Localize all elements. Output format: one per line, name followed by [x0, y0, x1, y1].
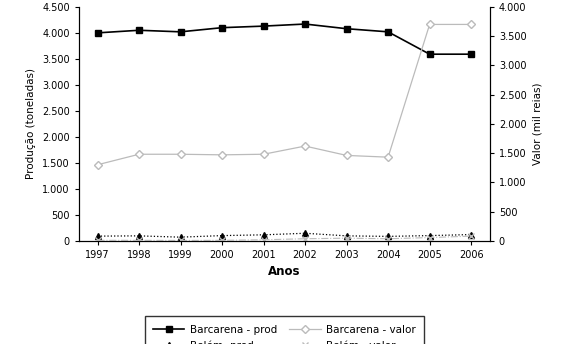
Line: Barcarena - valor: Barcarena - valor [95, 22, 474, 168]
Belém - valor [426, 236, 433, 240]
Line: Barcarena - prod: Barcarena - prod [95, 21, 474, 57]
Barcarena - prod [177, 30, 184, 34]
Belém- prod [218, 234, 225, 238]
Barcarena - valor [218, 153, 225, 157]
Barcarena - prod [136, 28, 142, 32]
Barcarena - prod [302, 22, 309, 26]
Belém- prod [302, 231, 309, 235]
Barcarena - valor [302, 144, 309, 148]
Barcarena - valor [385, 155, 391, 159]
Belém - valor [136, 238, 142, 243]
Belém - valor [343, 236, 350, 240]
Barcarena - valor [177, 152, 184, 156]
Barcarena - prod [385, 30, 391, 34]
Belém- prod [426, 234, 433, 238]
Belém - valor [302, 237, 309, 241]
Belém - valor [218, 238, 225, 243]
Belém- prod [94, 234, 101, 238]
Line: Belém - valor: Belém - valor [95, 233, 474, 243]
Belém- prod [260, 233, 267, 237]
Barcarena - prod [468, 52, 475, 56]
Belém - valor [94, 238, 101, 243]
Legend: Barcarena - prod, Belém- prod, Barcarena - valor, Belém - valor: Barcarena - prod, Belém- prod, Barcarena… [145, 316, 424, 344]
Barcarena - valor [94, 163, 101, 167]
Y-axis label: Valor (mil reias): Valor (mil reias) [532, 83, 542, 165]
Belém - valor [468, 234, 475, 238]
Barcarena - prod [343, 26, 350, 31]
Belém - valor [385, 237, 391, 241]
Barcarena - valor [426, 22, 433, 26]
Barcarena - valor [343, 153, 350, 158]
Barcarena - prod [260, 24, 267, 28]
Y-axis label: Produção (toneladas): Produção (toneladas) [26, 68, 37, 179]
Barcarena - valor [136, 152, 142, 156]
Belém- prod [177, 235, 184, 239]
Belém- prod [468, 233, 475, 237]
Belém - valor [177, 238, 184, 243]
Belém- prod [385, 234, 391, 238]
Belém - valor [260, 238, 267, 242]
Line: Belém- prod: Belém- prod [95, 230, 474, 240]
Barcarena - prod [218, 25, 225, 30]
Belém- prod [343, 234, 350, 238]
X-axis label: Anos: Anos [268, 265, 301, 278]
Barcarena - valor [260, 152, 267, 156]
Belém- prod [136, 234, 142, 238]
Barcarena - valor [468, 22, 475, 26]
Barcarena - prod [426, 52, 433, 56]
Barcarena - prod [94, 31, 101, 35]
